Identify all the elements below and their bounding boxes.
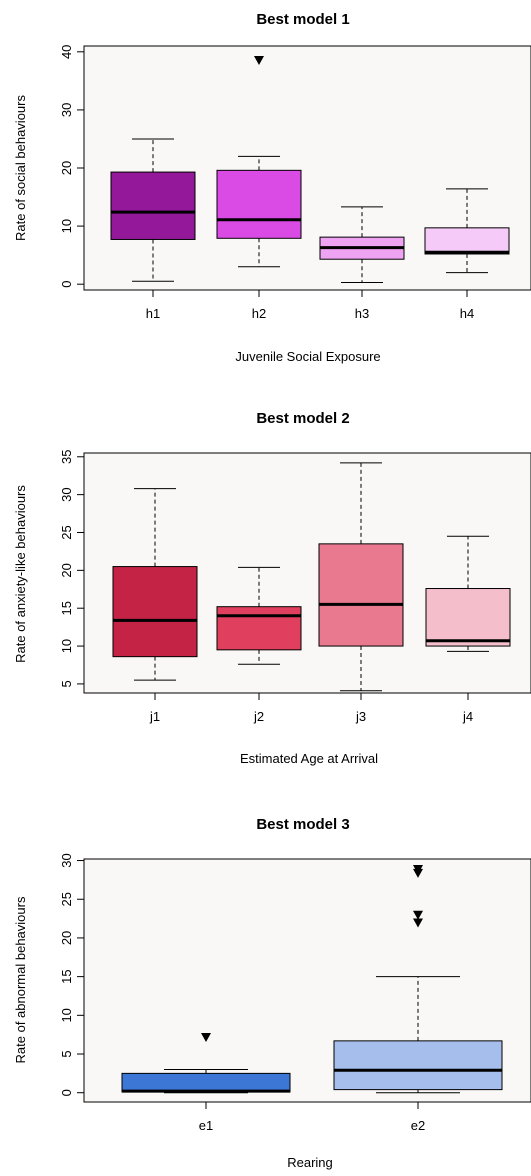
y-tick-label: 40 [59,45,74,59]
y-tick-label: 15 [59,969,74,983]
outlier-point [413,910,423,920]
chart-panel-3: Best model 3 Rate of abnormal behaviours… [13,816,531,1170]
y-tick-label: 25 [59,892,74,906]
x-tick-label: h1 [146,306,160,321]
x-tick-label: j4 [462,709,473,724]
box-marks: 5 10 15 20 25 30 35 j1 j2 j3 j4 [59,450,511,724]
box-j4 [425,588,511,647]
y-tick-label: 0 [59,1089,74,1096]
x-axis-label: Juvenile Social Exposure [235,349,380,364]
y-tick-label: 20 [59,563,74,577]
x-tick-label: e1 [199,1118,213,1133]
chart-panel-1: Best model 1 Rate of social behaviours J… [13,11,531,364]
y-axis-label: Rate of abnormal behaviours [13,896,28,1063]
y-tick-label: 0 [59,281,74,288]
y-tick-label: 10 [59,1008,74,1022]
x-tick-label: e2 [411,1118,425,1133]
y-tick-label: 20 [59,161,74,175]
y-tick-label: 30 [59,103,74,117]
chart-title: Best model 3 [256,816,349,833]
x-tick-label: j3 [355,709,366,724]
box-h2 [216,169,302,239]
outlier-point [201,1032,211,1042]
y-tick-label: 35 [59,450,74,464]
y-tick-label: 30 [59,487,74,501]
x-tick-label: j2 [253,709,264,724]
x-axis-label: Estimated Age at Arrival [240,751,378,766]
x-tick-label: j1 [149,709,160,724]
outlier-point [254,55,264,65]
outlier-point [413,865,423,875]
y-tick-label: 10 [59,219,74,233]
y-tick-label: 10 [59,639,74,653]
box-e1 [121,1072,291,1093]
box-j2 [216,606,302,651]
chart-title: Best model 2 [256,410,349,427]
box-j3 [318,543,404,647]
y-tick-label: 5 [59,1050,74,1057]
outlier-point [413,918,423,928]
box-marks: 0 10 20 30 40 h1 h2 h3 h4 [59,45,510,321]
box-h1 [110,171,196,240]
box-marks: 0 5 10 15 20 25 30 e1 e2 [59,853,503,1133]
box-h4 [424,227,510,255]
chart-panel-2: Best model 2 Rate of anxiety-like behavi… [13,410,531,766]
y-tick-label: 20 [59,931,74,945]
y-tick-label: 15 [59,601,74,615]
x-tick-label: h4 [460,306,474,321]
chart-title: Best model 1 [256,11,349,28]
box-e2 [333,1040,503,1091]
x-tick-label: h3 [355,306,369,321]
x-tick-label: h2 [252,306,266,321]
y-tick-label: 30 [59,853,74,867]
y-tick-label: 25 [59,525,74,539]
x-axis-label: Rearing [287,1155,333,1170]
y-tick-label: 5 [59,680,74,687]
y-axis-label: Rate of social behaviours [13,95,28,241]
box-j1 [112,566,198,658]
y-axis-label: Rate of anxiety-like behaviours [13,485,28,663]
